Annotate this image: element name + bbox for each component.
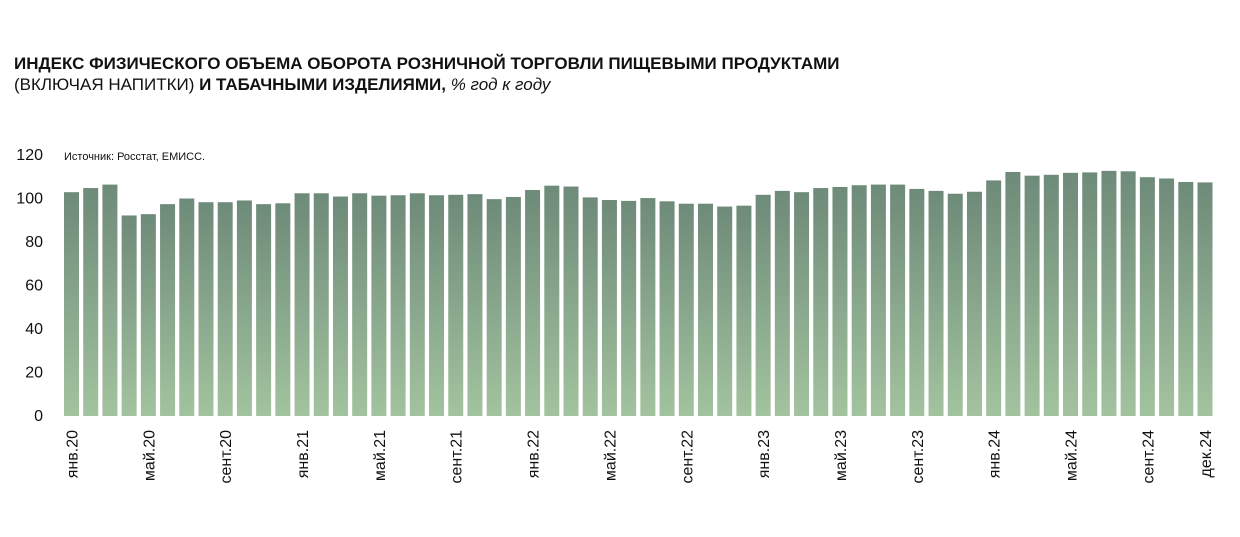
bar-окт.23 bbox=[928, 190, 944, 416]
bar-июл.24 bbox=[1101, 170, 1117, 416]
x-tick-label: янв.22 bbox=[526, 430, 543, 478]
source-note: Источник: Росстат, ЕМИСС. bbox=[64, 151, 205, 163]
chart-title-line-1: ИНДЕКС ФИЗИЧЕСКОГО ОБЪЕМА ОБОРОТА РОЗНИЧ… bbox=[14, 54, 840, 73]
x-tick-label: сент.22 bbox=[679, 430, 696, 484]
x-tick-label: дек.24 bbox=[1198, 430, 1215, 478]
bar-янв.24 bbox=[986, 180, 1002, 416]
bar-июл.22 bbox=[640, 198, 656, 416]
y-tick-label: 20 bbox=[25, 365, 43, 382]
bar-фев.21 bbox=[313, 193, 329, 416]
chart-title-line-2-normal: (ВКЛЮЧАЯ НАПИТКИ) bbox=[14, 75, 195, 94]
bar-мар.20 bbox=[102, 184, 118, 416]
bar-сент.21 bbox=[448, 194, 464, 416]
bar-нояб.24 bbox=[1178, 181, 1194, 416]
bar-нояб.21 bbox=[486, 199, 502, 416]
bar-июл.20 bbox=[179, 198, 195, 416]
x-tick-label: янв.21 bbox=[295, 430, 312, 478]
bar-июн.20 bbox=[160, 204, 176, 416]
bar-май.23 bbox=[832, 186, 848, 416]
x-tick-label: янв.24 bbox=[987, 430, 1004, 478]
x-tick-label: янв.20 bbox=[65, 430, 82, 478]
bar-апр.23 bbox=[813, 188, 829, 416]
bar-дек.20 bbox=[275, 203, 291, 416]
x-tick-label: май.23 bbox=[833, 430, 850, 481]
bar-июл.23 bbox=[870, 184, 886, 416]
bar-мар.22 bbox=[563, 186, 579, 416]
bars-group bbox=[64, 170, 1213, 416]
bar-дек.21 bbox=[505, 196, 521, 416]
y-tick-label: 80 bbox=[25, 234, 43, 251]
chart-title: ИНДЕКС ФИЗИЧЕСКОГО ОБЪЕМА ОБОРОТА РОЗНИЧ… bbox=[14, 53, 1214, 95]
bar-окт.24 bbox=[1159, 178, 1175, 416]
bar-апр.22 bbox=[582, 197, 598, 416]
bar-янв.21 bbox=[294, 193, 310, 416]
bar-май.20 bbox=[140, 214, 156, 416]
x-tick-label: сент.23 bbox=[910, 430, 927, 484]
bar-дек.22 bbox=[736, 205, 752, 416]
bar-авг.23 bbox=[890, 184, 906, 416]
x-tick-label: сент.21 bbox=[449, 430, 466, 484]
bar-июн.23 bbox=[851, 185, 867, 416]
chart-title-line-2-bold: И ТАБАЧНЫМИ ИЗДЕЛИЯМИ, bbox=[199, 75, 446, 94]
bar-май.24 bbox=[1063, 172, 1079, 416]
bar-фев.22 bbox=[544, 185, 560, 416]
bar-нояб.20 bbox=[256, 204, 272, 416]
bar-авг.24 bbox=[1120, 171, 1136, 416]
x-tick-label: янв.23 bbox=[756, 430, 773, 478]
bar-авг.22 bbox=[659, 201, 675, 416]
bar-апр.24 bbox=[1043, 174, 1059, 416]
bar-мар.24 bbox=[1024, 175, 1040, 416]
bar-янв.23 bbox=[755, 194, 771, 416]
bar-май.22 bbox=[601, 200, 617, 416]
x-axis: янв.20 май.20 сент.20 янв.21 май.21 сент.21 ян… bbox=[65, 430, 1216, 484]
bar-сент.22 bbox=[678, 203, 694, 416]
bar-июн.21 bbox=[390, 195, 406, 416]
bar-фев.20 bbox=[83, 188, 99, 416]
bar-окт.20 bbox=[236, 200, 252, 416]
bar-мар.21 bbox=[332, 196, 348, 416]
x-tick-label: сент.20 bbox=[218, 430, 235, 484]
bar-сент.24 bbox=[1139, 177, 1155, 416]
bar-окт.22 bbox=[697, 203, 713, 416]
bar-июл.21 bbox=[409, 193, 425, 416]
y-tick-label: 100 bbox=[16, 191, 43, 208]
bar-апр.21 bbox=[352, 193, 368, 416]
bar-янв.22 bbox=[525, 190, 541, 416]
x-tick-label: май.21 bbox=[372, 430, 389, 481]
bar-июн.22 bbox=[621, 200, 637, 416]
bar-нояб.22 bbox=[717, 206, 733, 416]
bar-апр.20 bbox=[121, 215, 137, 416]
bar-дек.23 bbox=[966, 191, 982, 416]
x-tick-label: май.24 bbox=[1064, 430, 1081, 481]
bar-окт.21 bbox=[467, 194, 483, 416]
y-tick-label: 0 bbox=[34, 408, 43, 425]
bar-авг.21 bbox=[429, 195, 445, 416]
bar-авг.20 bbox=[198, 202, 214, 416]
y-tick-label: 40 bbox=[25, 321, 43, 338]
bar-фев.23 bbox=[774, 190, 790, 416]
bar-дек.24 bbox=[1197, 182, 1213, 416]
bar-сент.20 bbox=[217, 202, 233, 416]
bar-нояб.23 bbox=[947, 193, 963, 416]
bar-янв.20 bbox=[64, 192, 79, 416]
x-tick-label: май.20 bbox=[141, 430, 158, 481]
y-tick-label: 60 bbox=[25, 278, 43, 295]
x-tick-label: май.22 bbox=[602, 430, 619, 481]
chart-title-line-2-unit: % год к году bbox=[450, 75, 551, 94]
bar-май.21 bbox=[371, 195, 387, 416]
y-tick-label: 120 bbox=[16, 147, 43, 164]
y-axis: 0 20 40 60 80 100 120 bbox=[16, 147, 43, 425]
x-tick-label: сент.24 bbox=[1140, 430, 1157, 484]
bar-июн.24 bbox=[1082, 172, 1098, 416]
bar-мар.23 bbox=[794, 192, 810, 416]
bar-сент.23 bbox=[909, 188, 925, 416]
chart-title-line-2: (ВКЛЮЧАЯ НАПИТКИ) И ТАБАЧНЫМИ ИЗДЕЛИЯМИ,… bbox=[14, 74, 1214, 95]
bar-фев.24 bbox=[1005, 171, 1021, 416]
